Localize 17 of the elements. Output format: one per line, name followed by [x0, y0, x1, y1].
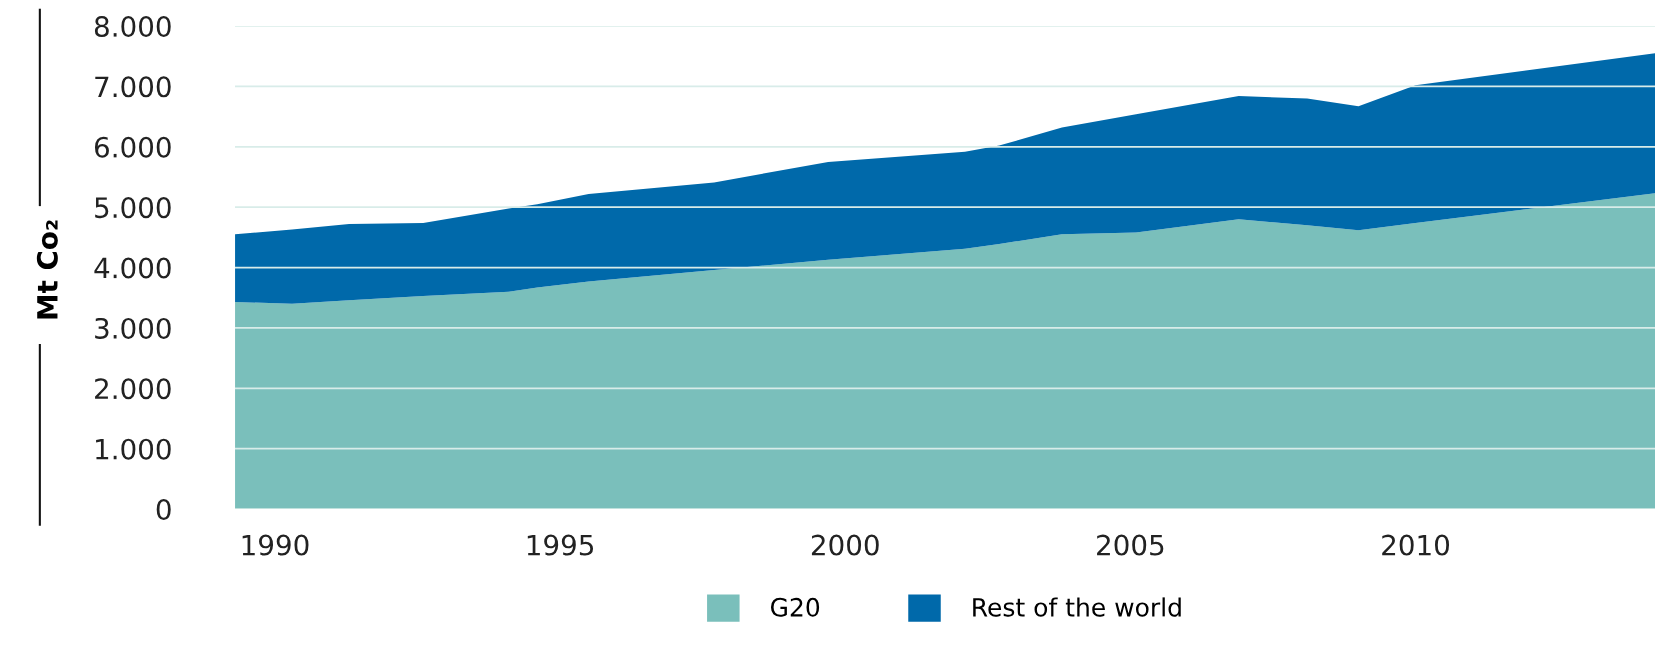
- x-tick-label: 1990: [242, 534, 309, 556]
- y-tick-label: 5.000: [95, 197, 171, 219]
- x-tick-label: 2010: [1382, 534, 1450, 556]
- x-tick-label: 1995: [527, 534, 594, 556]
- y-tick-label: 3.000: [95, 317, 171, 339]
- y-axis-title: Mt Co₂: [36, 220, 58, 319]
- x-tick-label: 2000: [811, 534, 879, 556]
- y-tick-label: 4.000: [94, 257, 171, 279]
- y-tick-label: 8.000: [94, 15, 171, 37]
- y-tick-label: 6.000: [94, 136, 171, 158]
- y-tick-label: 0: [156, 499, 171, 521]
- legend-label: G20: [770, 597, 820, 617]
- legend-label: Rest of the world: [973, 597, 1181, 617]
- x-tick-label: 2005: [1097, 534, 1164, 556]
- y-tick-label: 1.000: [96, 438, 171, 460]
- y-tick-label: 2.000: [95, 378, 171, 400]
- y-tick-label: 7.000: [95, 76, 171, 98]
